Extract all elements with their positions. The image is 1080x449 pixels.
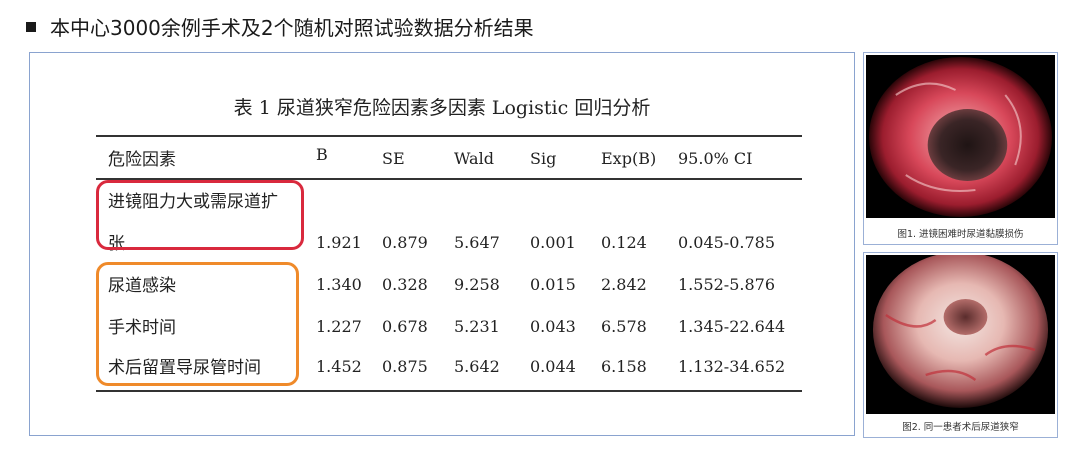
endoscopy-photo-1-icon: [866, 55, 1055, 218]
row1-expb: 0.124: [601, 233, 647, 252]
row3-se: 0.678: [382, 317, 428, 336]
row2-sig: 0.015: [530, 275, 576, 294]
row4-b: 1.452: [316, 357, 362, 376]
highlight-box-orange: [96, 262, 299, 386]
figure-caption-2: 图2. 同一患者术后尿道狭窄: [902, 422, 1019, 433]
row4-wald: 5.642: [454, 357, 500, 376]
highlight-box-red: [96, 180, 304, 250]
row4-se: 0.875: [382, 357, 428, 376]
table-panel: 表 1 尿道狭窄危险因素多因素 Logistic 回归分析 危险因素 B SE …: [29, 52, 855, 436]
row4-expb: 6.158: [601, 357, 647, 376]
row3-b: 1.227: [316, 317, 362, 336]
bullet-square-icon: [26, 21, 36, 32]
header-b: B: [316, 145, 328, 164]
header-expb: Exp(B): [601, 149, 657, 168]
row2-ci: 1.552-5.876: [678, 275, 776, 294]
slide-title: 本中心3000余例手术及2个随机对照试验数据分析结果: [26, 12, 534, 41]
header-wald: Wald: [454, 149, 494, 168]
figure-card-1: 图1. 进镜困难时尿道黏膜损伤: [863, 52, 1058, 245]
table-top-rule: [96, 135, 802, 137]
table-bottom-rule: [96, 390, 802, 392]
row3-wald: 5.231: [454, 317, 500, 336]
row1-se: 0.879: [382, 233, 428, 252]
row2-b: 1.340: [316, 275, 362, 294]
row1-factor-line1: 进镜阻力大或需尿道扩: [108, 192, 278, 212]
row2-expb: 2.842: [601, 275, 647, 294]
figure-caption-1: 图1. 进镜困难时尿道黏膜损伤: [897, 229, 1024, 240]
figure-card-2: 图2. 同一患者术后尿道狭窄: [863, 252, 1058, 438]
table-caption: 表 1 尿道狭窄危险因素多因素 Logistic 回归分析: [233, 97, 651, 119]
row3-expb: 6.578: [601, 317, 647, 336]
header-ci: 95.0% CI: [678, 149, 753, 168]
table-header-rule: [96, 178, 802, 180]
row3-sig: 0.043: [530, 317, 576, 336]
row3-ci: 1.345-22.644: [678, 317, 786, 336]
row4-ci: 1.132-34.652: [678, 357, 786, 376]
endoscopy-image-2: [866, 255, 1055, 414]
header-sig: Sig: [530, 149, 557, 168]
row2-factor: 尿道感染: [108, 276, 176, 296]
row1-wald: 5.647: [454, 233, 500, 252]
row1-b: 1.921: [316, 233, 362, 252]
endoscopy-image-1: [866, 55, 1055, 218]
row3-factor: 手术时间: [108, 318, 176, 338]
endoscopy-photo-2-icon: [866, 255, 1055, 414]
row2-wald: 9.258: [454, 275, 500, 294]
row4-factor: 术后留置导尿管时间: [108, 358, 261, 378]
slide-title-text: 本中心3000余例手术及2个随机对照试验数据分析结果: [50, 16, 534, 40]
row1-ci: 0.045-0.785: [678, 233, 776, 252]
header-se: SE: [382, 149, 405, 168]
row1-sig: 0.001: [530, 233, 576, 252]
row2-se: 0.328: [382, 275, 428, 294]
header-factor: 危险因素: [108, 150, 176, 170]
row4-sig: 0.044: [530, 357, 576, 376]
